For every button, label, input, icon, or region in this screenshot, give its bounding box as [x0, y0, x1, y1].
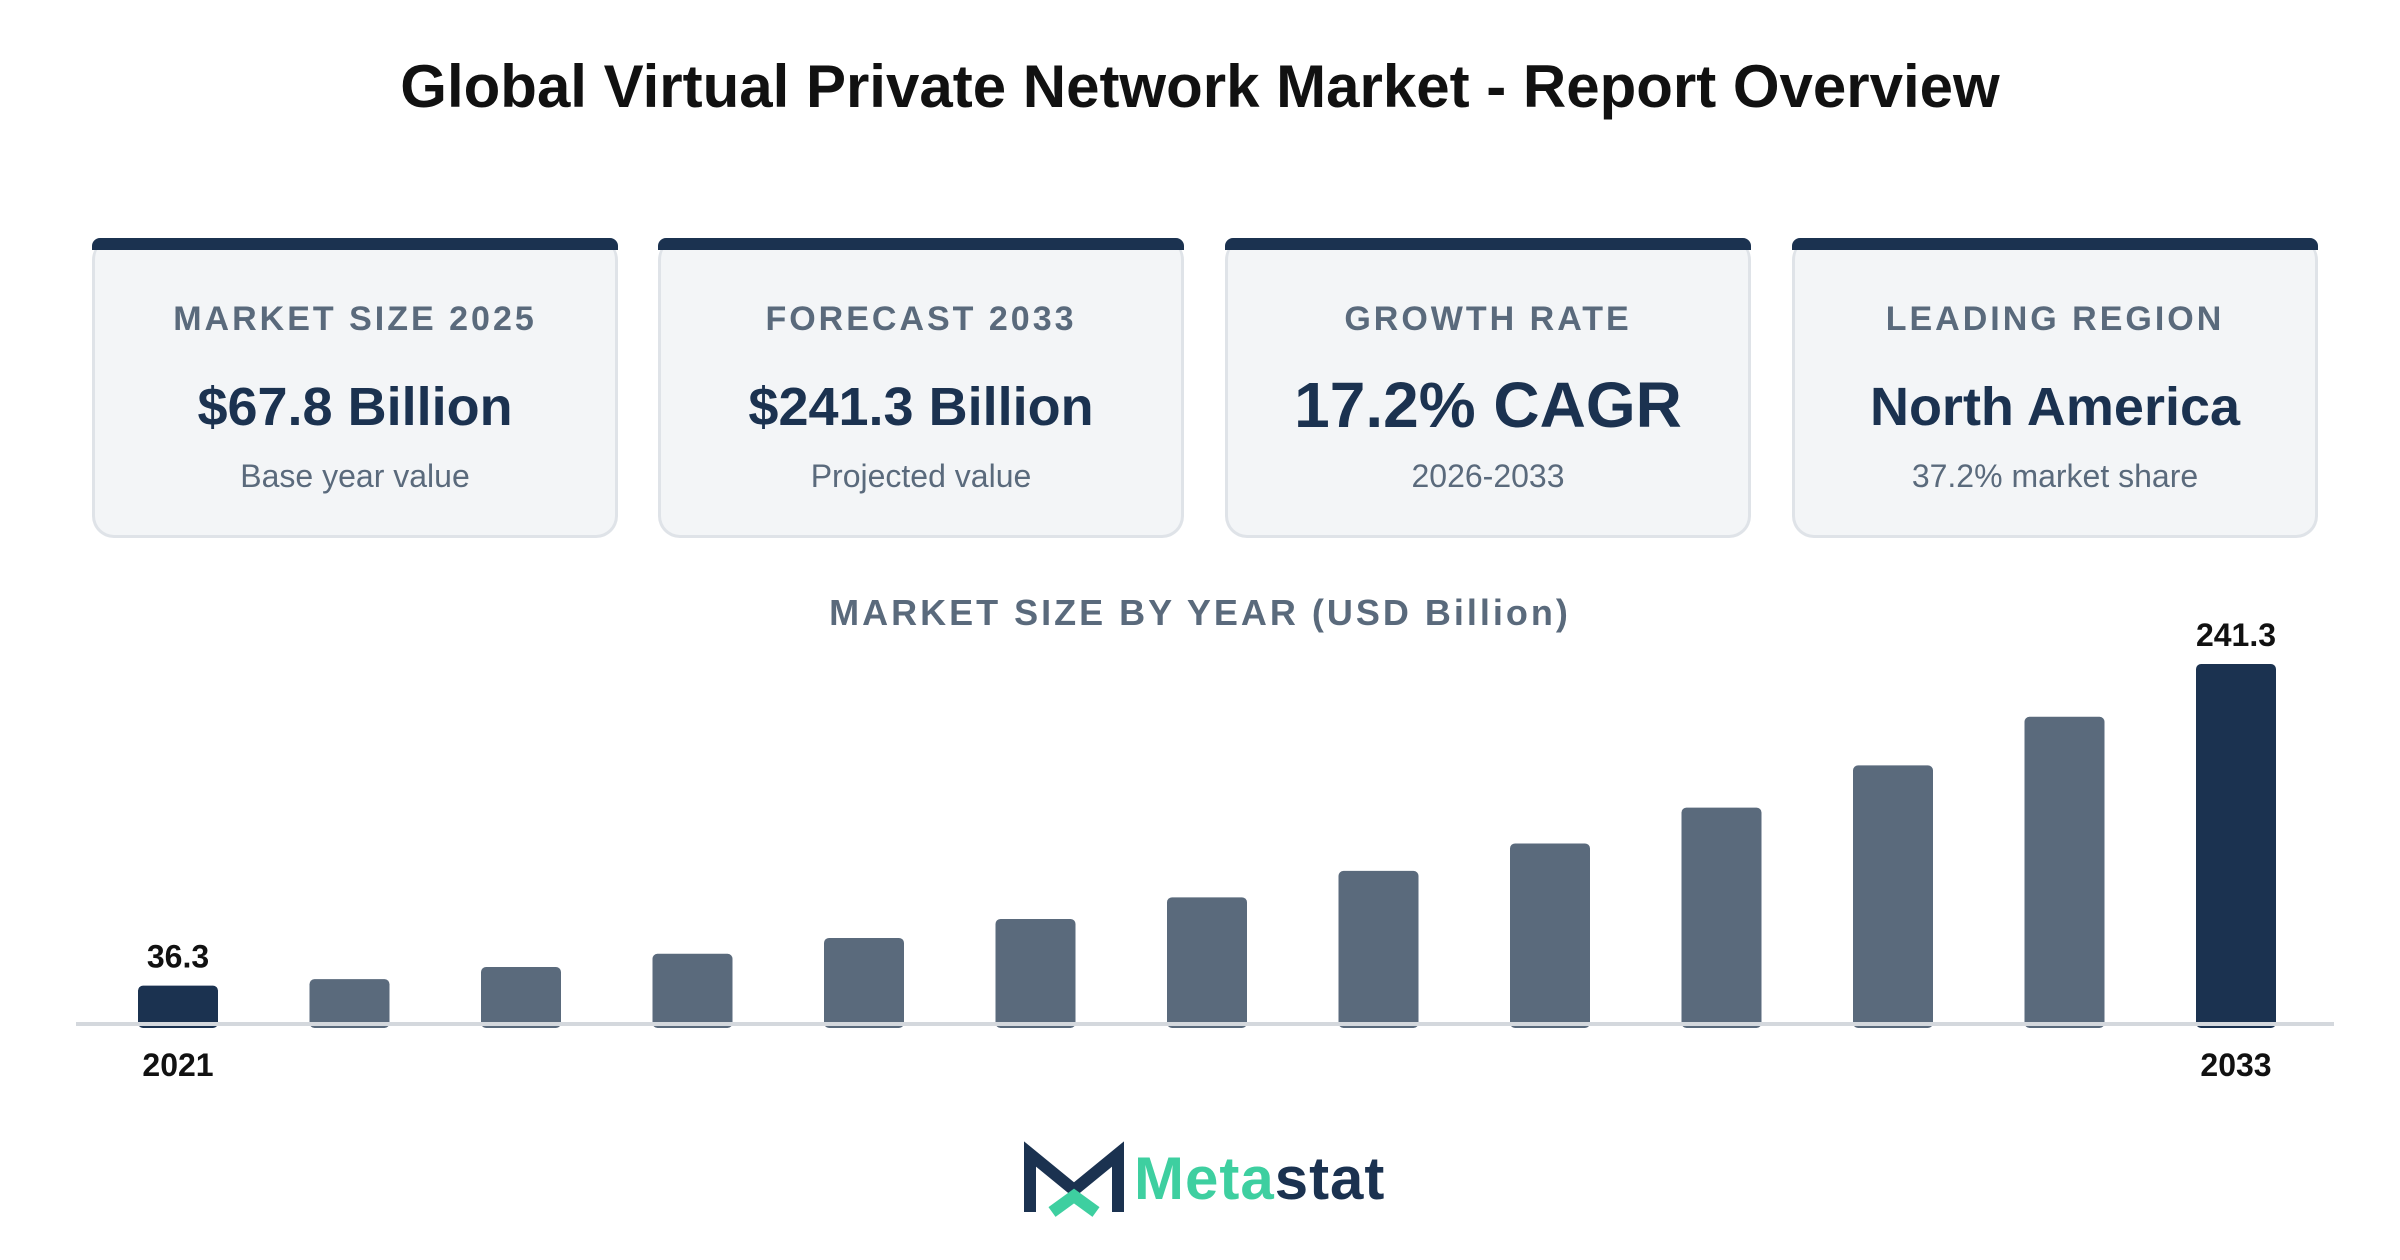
- card-value: 17.2% CAGR: [1294, 369, 1682, 441]
- card-subtitle: Base year value: [240, 458, 470, 494]
- bar-2023: [481, 966, 561, 1028]
- metastat-logo-icon: [1024, 1141, 1124, 1217]
- logo-wordmark: Metastat: [1134, 1145, 1386, 1212]
- card-leading-region: LEADING REGION North America 37.2% marke…: [1792, 238, 2318, 538]
- card-subtitle: Projected value: [810, 458, 1032, 494]
- card-market-size: MARKET SIZE 2025 $67.8 Billion Base year…: [92, 238, 618, 538]
- bar-2033: [2196, 664, 2276, 1028]
- data-label-2033: 241.3: [2196, 617, 2276, 653]
- card-label: LEADING REGION: [1885, 300, 2225, 338]
- card-accent-bar: [1225, 238, 1751, 250]
- card-accent-bar: [1792, 238, 2318, 250]
- bar-2021: [138, 985, 218, 1028]
- data-label-2021: 36.3: [147, 939, 209, 975]
- card-accent-bar: [92, 238, 618, 250]
- card-accent-bar: [658, 238, 1184, 250]
- card-label: GROWTH RATE: [1344, 300, 1632, 338]
- bar-2026: [995, 918, 1076, 1028]
- bar-2031: [1853, 765, 1933, 1028]
- chart-title: MARKET SIZE BY YEAR (USD Billion): [829, 592, 1571, 633]
- x-tick-label-2033: 2033: [2200, 1047, 2271, 1083]
- bar-2025: [824, 937, 904, 1028]
- x-tick-label-2021: 2021: [142, 1047, 213, 1083]
- bar-2027: [1167, 897, 1247, 1028]
- bar-chart: 36.3 241.3 2021 2033: [76, 617, 2334, 1083]
- bar-2029: [1510, 843, 1590, 1028]
- card-label: FORECAST 2033: [765, 300, 1077, 338]
- bar-2028: [1338, 870, 1419, 1028]
- card-subtitle: 37.2% market share: [1911, 458, 2199, 494]
- bar-2022: [309, 979, 390, 1028]
- page-title: Global Virtual Private Network Market - …: [400, 53, 2000, 120]
- metastat-logo: Metastat: [1024, 1140, 1394, 1220]
- card-subtitle: 2026-2033: [1411, 458, 1565, 494]
- stat-cards: MARKET SIZE 2025 $67.8 Billion Base year…: [92, 238, 2318, 544]
- card-value: $67.8 Billion: [197, 377, 513, 437]
- card-growth-rate: GROWTH RATE 17.2% CAGR 2026-2033: [1225, 238, 1751, 538]
- bar-2032: [2024, 716, 2105, 1028]
- card-value: $241.3 Billion: [748, 377, 1094, 437]
- bar-2030: [1681, 807, 1762, 1028]
- card-label: MARKET SIZE 2025: [173, 300, 537, 338]
- bar-2024: [652, 953, 733, 1028]
- card-value: North America: [1869, 377, 2241, 437]
- card-forecast: FORECAST 2033 $241.3 Billion Projected v…: [658, 238, 1184, 538]
